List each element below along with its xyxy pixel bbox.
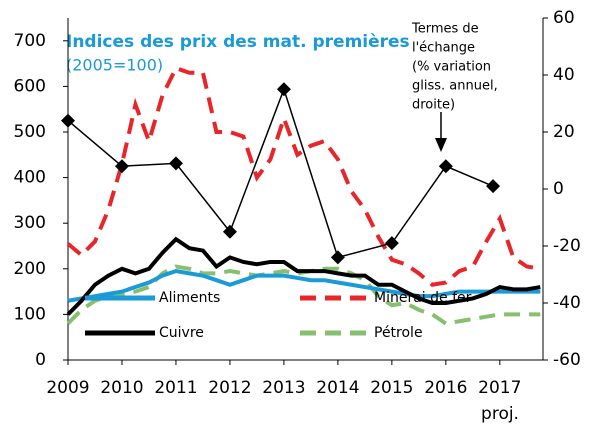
chart-subtitle: (2005=100) [66, 56, 163, 75]
y-tick-label: 0 [35, 350, 46, 370]
x-tick-label: 2010 [100, 378, 143, 398]
y-tick-label: 400 [14, 168, 46, 188]
legend-label: Aliments [159, 290, 220, 306]
y2-tick-label: 40 [553, 65, 575, 85]
y2-tick-label: 20 [553, 122, 575, 142]
marker [330, 250, 345, 265]
x-note: proj. [481, 404, 519, 424]
annotation: Termes de [411, 22, 479, 37]
marker [168, 156, 183, 171]
series-line [66, 65, 541, 287]
y2-tick-label: -40 [553, 293, 581, 313]
legend-label: Minerai de fer [374, 290, 472, 306]
marker [61, 113, 75, 128]
annotation-arrowhead [435, 138, 447, 152]
marker [222, 224, 237, 239]
x-tick-label: 2009 [46, 378, 89, 398]
marker [438, 159, 453, 174]
annotation: gliss. annuel, [412, 79, 498, 94]
y-tick-label: 300 [14, 213, 46, 233]
y2-tick-label: 60 [553, 8, 575, 28]
y2-tick-label: 0 [553, 179, 564, 199]
marker [276, 82, 291, 97]
y-tick-label: 500 [14, 122, 46, 142]
legend-label: Cuivre [159, 325, 204, 341]
legend-label: Pétrole [374, 325, 423, 341]
y2-tick-label: -60 [553, 350, 581, 370]
series-line [66, 236, 541, 316]
x-tick-label: 2015 [370, 378, 413, 398]
x-tick-label: 2016 [424, 378, 467, 398]
x-tick-label: 2013 [262, 378, 305, 398]
y-tick-label: 200 [14, 259, 46, 279]
x-tick-label: 2014 [316, 378, 359, 398]
marker [114, 159, 129, 174]
marker [384, 236, 399, 251]
y2-tick-label: -20 [553, 236, 581, 256]
y-tick-label: 700 [14, 31, 46, 51]
series-line [67, 86, 494, 259]
chart-title: Indices des prix des mat. premières [66, 32, 410, 52]
y-tick-label: 100 [14, 304, 46, 324]
marker [486, 179, 501, 194]
x-tick-label: 2011 [154, 378, 197, 398]
y-tick-label: 600 [14, 76, 46, 96]
series-line [67, 269, 541, 303]
annotation: (% variation [412, 60, 491, 75]
x-tick-label: 2017 [478, 378, 521, 398]
annotation: l'échange [412, 41, 475, 56]
annotation: droite) [412, 98, 455, 113]
x-tick-label: 2012 [208, 378, 251, 398]
